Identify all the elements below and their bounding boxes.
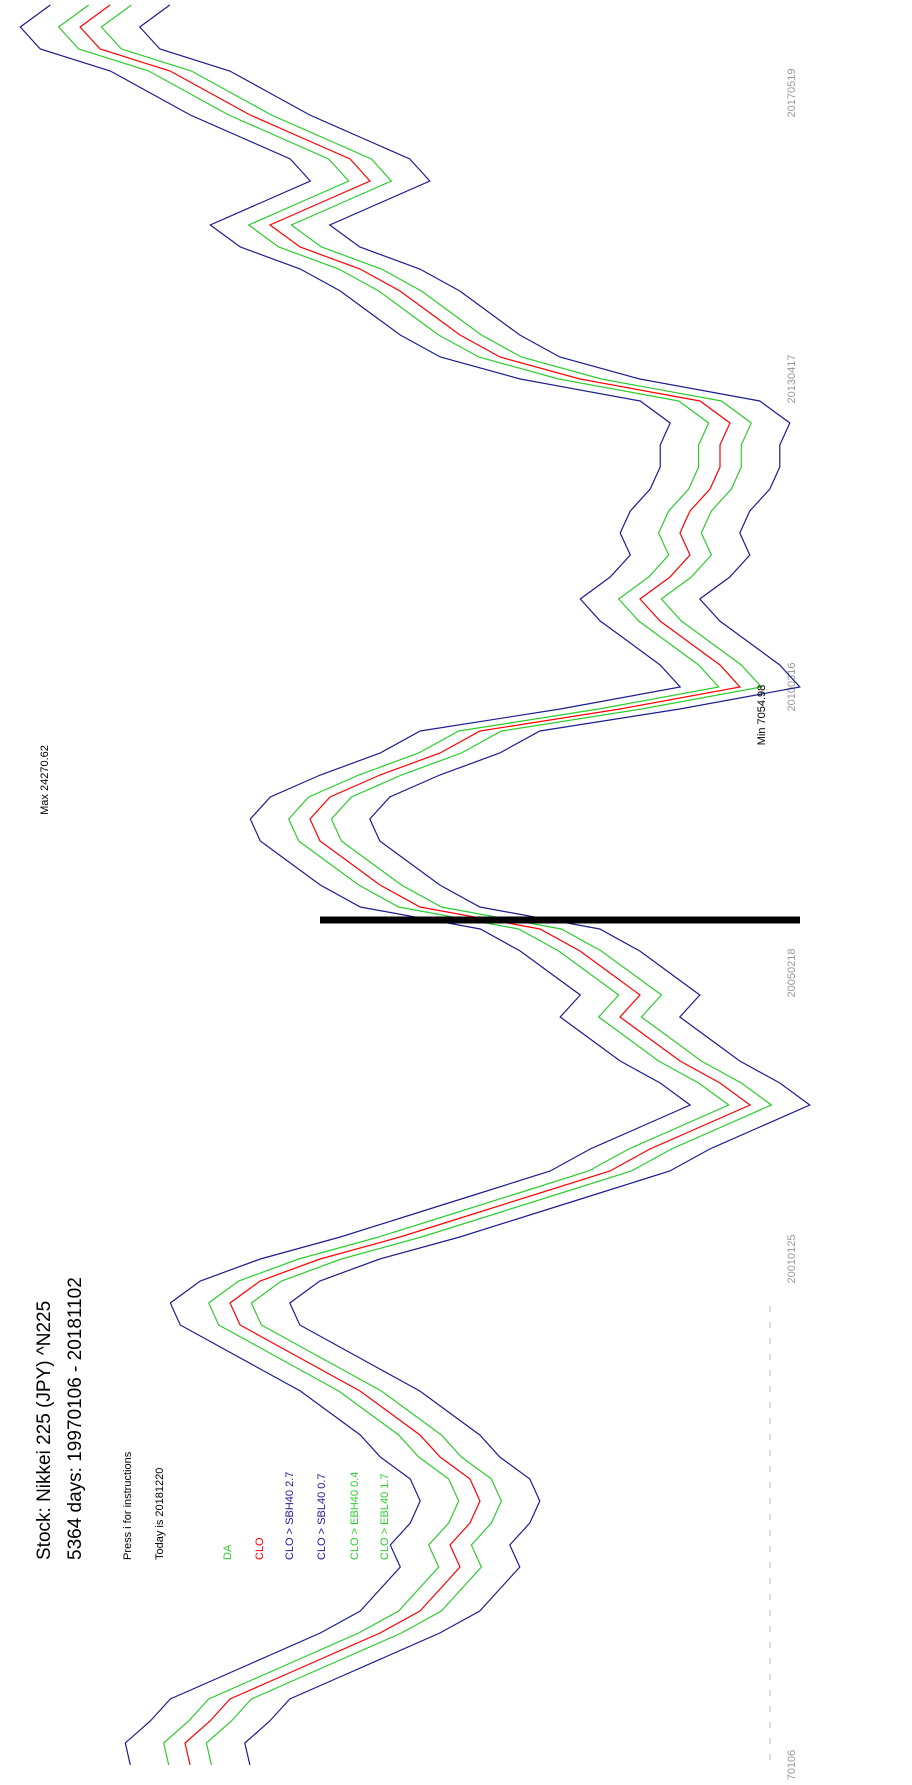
x-tick-label: 20010125 [786, 1235, 798, 1284]
note: Press i for instructions [122, 1451, 134, 1560]
chart-title: Stock: Nikkei 225 (JPY) ^N225 [34, 1301, 55, 1560]
note: Today is 20181220 [154, 1468, 166, 1560]
max-label: Max 24270.62 [39, 745, 51, 815]
legend-header: DA [222, 1544, 234, 1560]
x-tick-label: 20130417 [786, 355, 798, 404]
rotated-chart: 70106 20010125 20050218 20100316 20130417 201… [19, 4, 811, 1781]
series-line [100, 4, 773, 1766]
series-line [57, 4, 730, 1766]
legend-entry: CLO [254, 1537, 266, 1560]
chart-subtitle: 5364 days: 19970106 - 20181102 [65, 1277, 86, 1560]
legend-entry: CLO > SBL40 0.7 [316, 1473, 328, 1560]
legend-entry: CLO > SBH40 2.7 [284, 1472, 296, 1560]
series-line [79, 4, 752, 1766]
x-tick-label: 20050218 [786, 949, 798, 998]
legend-entry: CLO > EBL40 1.7 [379, 1473, 391, 1560]
series-line [19, 4, 692, 1766]
x-tick-label: 20100316 [786, 663, 798, 712]
series-line [138, 4, 811, 1766]
x-tick-label: 70106 [786, 1750, 798, 1781]
legend-entry: CLO > EBH40 0.4 [349, 1472, 361, 1560]
x-tick-label: 20170519 [786, 69, 798, 118]
min-label: Min 7054.98 [756, 685, 768, 746]
